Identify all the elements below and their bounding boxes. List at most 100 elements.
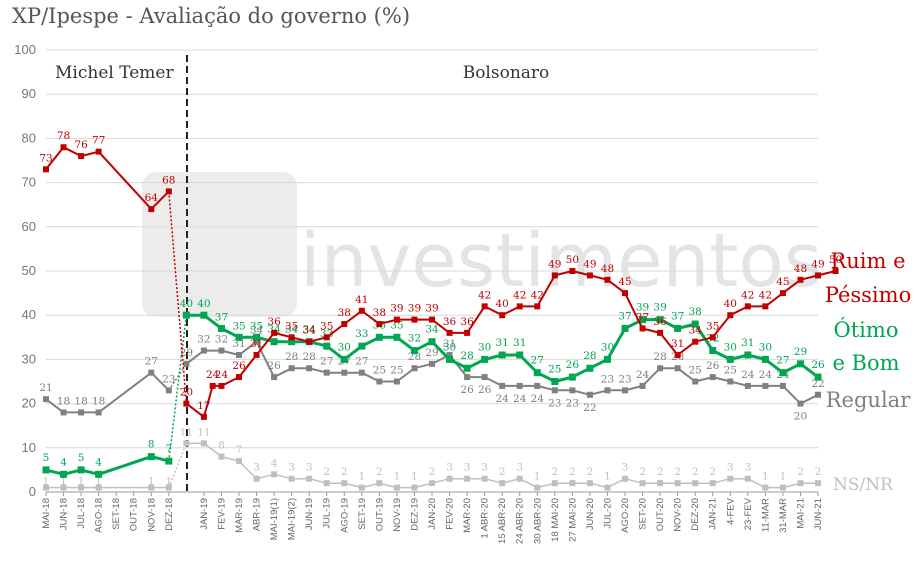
data-label: 25 bbox=[373, 365, 386, 377]
data-label: 3 bbox=[288, 462, 295, 474]
data-label: 42 bbox=[759, 289, 772, 301]
data-point-marker bbox=[656, 316, 664, 324]
data-label: 31 bbox=[671, 338, 684, 350]
data-label: 25 bbox=[390, 365, 403, 377]
data-point-marker bbox=[586, 391, 593, 398]
data-point-marker bbox=[762, 382, 769, 389]
data-point-marker bbox=[815, 391, 821, 398]
data-label: 24 bbox=[759, 369, 773, 381]
data-label: 23 bbox=[618, 373, 631, 385]
x-tick-label: 31-MAR bbox=[778, 498, 789, 533]
data-point-marker bbox=[622, 387, 628, 394]
data-label: 2 bbox=[797, 466, 804, 478]
data-point-marker bbox=[323, 369, 330, 376]
data-point-marker bbox=[727, 312, 734, 319]
x-tick-label: JAN-20 bbox=[427, 498, 438, 530]
data-label: 20 bbox=[180, 387, 193, 399]
data-point-marker bbox=[148, 369, 155, 376]
data-label: 28 bbox=[583, 350, 596, 362]
data-label: 4 bbox=[95, 456, 102, 468]
data-point-marker bbox=[429, 360, 435, 367]
data-point-marker bbox=[183, 360, 190, 367]
data-point-marker bbox=[657, 365, 664, 372]
region-label-bolsonaro: Bolsonaro bbox=[463, 63, 550, 83]
data-point-marker bbox=[622, 475, 628, 482]
y-tick-label: 80 bbox=[22, 130, 36, 145]
data-label: 45 bbox=[776, 276, 789, 288]
x-tick-label: JUN-18 bbox=[59, 498, 70, 530]
watermark-logo-icon bbox=[142, 172, 297, 317]
data-point-marker bbox=[569, 480, 576, 487]
data-point-marker bbox=[815, 480, 821, 487]
data-label: 35 bbox=[706, 320, 719, 332]
data-label: 30 bbox=[724, 341, 737, 353]
data-point-marker bbox=[762, 303, 769, 310]
data-point-marker bbox=[218, 453, 225, 460]
data-point-marker bbox=[779, 484, 786, 491]
data-point-marker bbox=[586, 364, 594, 372]
data-label: 26 bbox=[267, 360, 281, 372]
data-point-marker bbox=[95, 148, 102, 155]
data-label: 28 bbox=[653, 351, 666, 363]
data-label: 33 bbox=[355, 328, 368, 340]
data-point-marker bbox=[271, 329, 278, 336]
data-point-marker bbox=[429, 316, 435, 323]
data-label: 37 bbox=[671, 310, 684, 322]
data-point-marker bbox=[744, 303, 751, 310]
data-label: 11 bbox=[197, 426, 210, 438]
data-point-marker bbox=[428, 338, 436, 346]
data-label: 36 bbox=[460, 316, 474, 328]
data-label: 64 bbox=[145, 192, 159, 204]
y-tick-label: 100 bbox=[14, 42, 36, 57]
data-point-marker bbox=[639, 325, 646, 332]
data-label: 1 bbox=[394, 471, 401, 483]
data-point-marker bbox=[446, 355, 454, 363]
data-point-marker bbox=[604, 387, 611, 394]
data-point-marker bbox=[815, 272, 821, 279]
data-label: 1 bbox=[95, 476, 102, 488]
data-label: 32 bbox=[197, 334, 210, 346]
data-label: 2 bbox=[341, 466, 348, 478]
x-tick-label: NOV-18 bbox=[146, 498, 157, 532]
data-label: 30 bbox=[478, 341, 491, 353]
data-point-marker bbox=[393, 484, 400, 491]
data-point-marker bbox=[200, 413, 207, 420]
data-point-marker bbox=[95, 470, 103, 478]
data-label: 35 bbox=[232, 320, 245, 332]
data-label: 2 bbox=[323, 466, 330, 478]
series-transition-line bbox=[168, 191, 188, 404]
data-label: 32 bbox=[408, 333, 421, 345]
legend-label: Ruim e bbox=[830, 249, 905, 273]
data-point-marker bbox=[499, 382, 506, 389]
data-point-marker bbox=[604, 484, 611, 491]
data-label: 17 bbox=[197, 400, 210, 412]
x-tick-label: SET-20 bbox=[638, 498, 649, 530]
data-label: 24 bbox=[215, 369, 229, 381]
data-point-marker bbox=[410, 347, 418, 355]
data-label: 24 bbox=[206, 369, 220, 381]
data-label: 31 bbox=[250, 338, 263, 350]
data-point-marker bbox=[797, 276, 804, 283]
data-point-marker bbox=[270, 338, 278, 346]
data-label: 1 bbox=[411, 471, 418, 483]
data-point-marker bbox=[78, 153, 85, 160]
data-point-marker bbox=[147, 453, 155, 461]
data-point-marker bbox=[674, 324, 682, 332]
data-label: 24 bbox=[495, 393, 509, 405]
data-label: 24 bbox=[513, 393, 527, 405]
data-label: 3 bbox=[306, 462, 313, 474]
x-tick-label: AGO-18 bbox=[94, 498, 105, 533]
data-point-marker bbox=[709, 480, 716, 487]
y-tick-label: 50 bbox=[22, 263, 36, 278]
data-label: 48 bbox=[601, 263, 614, 275]
y-tick-label: 40 bbox=[22, 307, 36, 322]
data-label: 50 bbox=[829, 254, 842, 266]
data-point-marker bbox=[236, 374, 242, 381]
data-label: 31 bbox=[495, 337, 508, 349]
data-label: 35 bbox=[285, 320, 298, 332]
data-point-marker bbox=[727, 475, 734, 482]
data-label: 7 bbox=[165, 443, 172, 455]
data-label: 3 bbox=[516, 462, 523, 474]
data-point-marker bbox=[200, 347, 207, 354]
